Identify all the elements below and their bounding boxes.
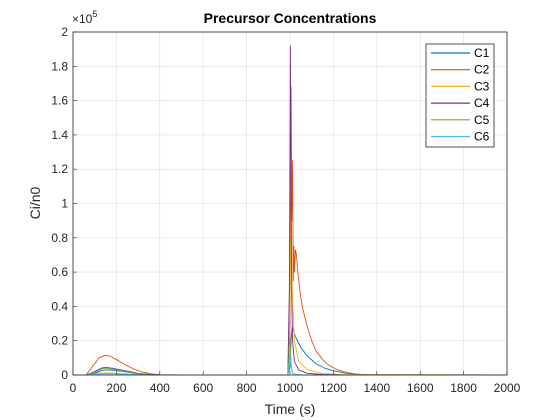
legend-label-c2: C2 (474, 63, 490, 77)
x-tick-label: 2000 (494, 381, 521, 395)
legend-label-c5: C5 (474, 113, 490, 127)
y-tick-label: 0.6 (51, 265, 68, 279)
y-axis-exponent-power: 5 (92, 9, 97, 19)
x-tick-label: 200 (106, 381, 126, 395)
y-axis-ticks: 0 0.2 0.4 0.6 0.8 1 1.2 1.4 1.6 1.8 2 (51, 25, 77, 382)
legend-label-c1: C1 (474, 46, 490, 60)
x-tick-label: 0 (70, 381, 77, 395)
y-tick-label: 2 (61, 25, 68, 39)
x-tick-label: 1400 (363, 381, 390, 395)
series-line-c2 (73, 86, 508, 376)
y-tick-label: 0.2 (51, 334, 68, 348)
y-axis-exponent: ×105 (72, 9, 97, 26)
legend-box (425, 43, 495, 148)
series-line-c3 (73, 211, 508, 376)
y-tick-label: 1.4 (51, 128, 68, 142)
legend-label-c6: C6 (474, 130, 490, 144)
y-tick-label: 1.2 (51, 162, 68, 176)
x-tick-label: 1000 (277, 381, 304, 395)
y-tick-label: 0 (61, 368, 68, 382)
y-axis-exponent-base: ×10 (72, 12, 93, 26)
x-tick-label: 1600 (407, 381, 434, 395)
legend-label-c3: C3 (474, 79, 490, 93)
y-tick-label: 1.6 (51, 94, 68, 108)
y-tick-label: 0.4 (51, 299, 68, 313)
x-tick-label: 600 (193, 381, 213, 395)
x-tick-label: 800 (237, 381, 257, 395)
chart-title: Precursor Concentrations (204, 10, 377, 26)
y-axis-label: Ci/n0 (27, 186, 43, 219)
legend: C1 C2 C3 C4 C5 C6 (425, 43, 495, 148)
x-tick-label: 1200 (320, 381, 347, 395)
x-axis-ticks: 0 200 400 600 800 1000 1200 1400 1600 1800 2000 (70, 371, 521, 395)
y-tick-label: 0.8 (51, 231, 68, 245)
legend-label-c4: C4 (474, 96, 490, 110)
y-tick-label: 1.8 (51, 59, 68, 73)
x-tick-label: 1800 (450, 381, 477, 395)
x-axis-label: Time (s) (265, 401, 316, 417)
x-tick-label: 400 (150, 381, 170, 395)
y-tick-label: 1 (61, 197, 68, 211)
